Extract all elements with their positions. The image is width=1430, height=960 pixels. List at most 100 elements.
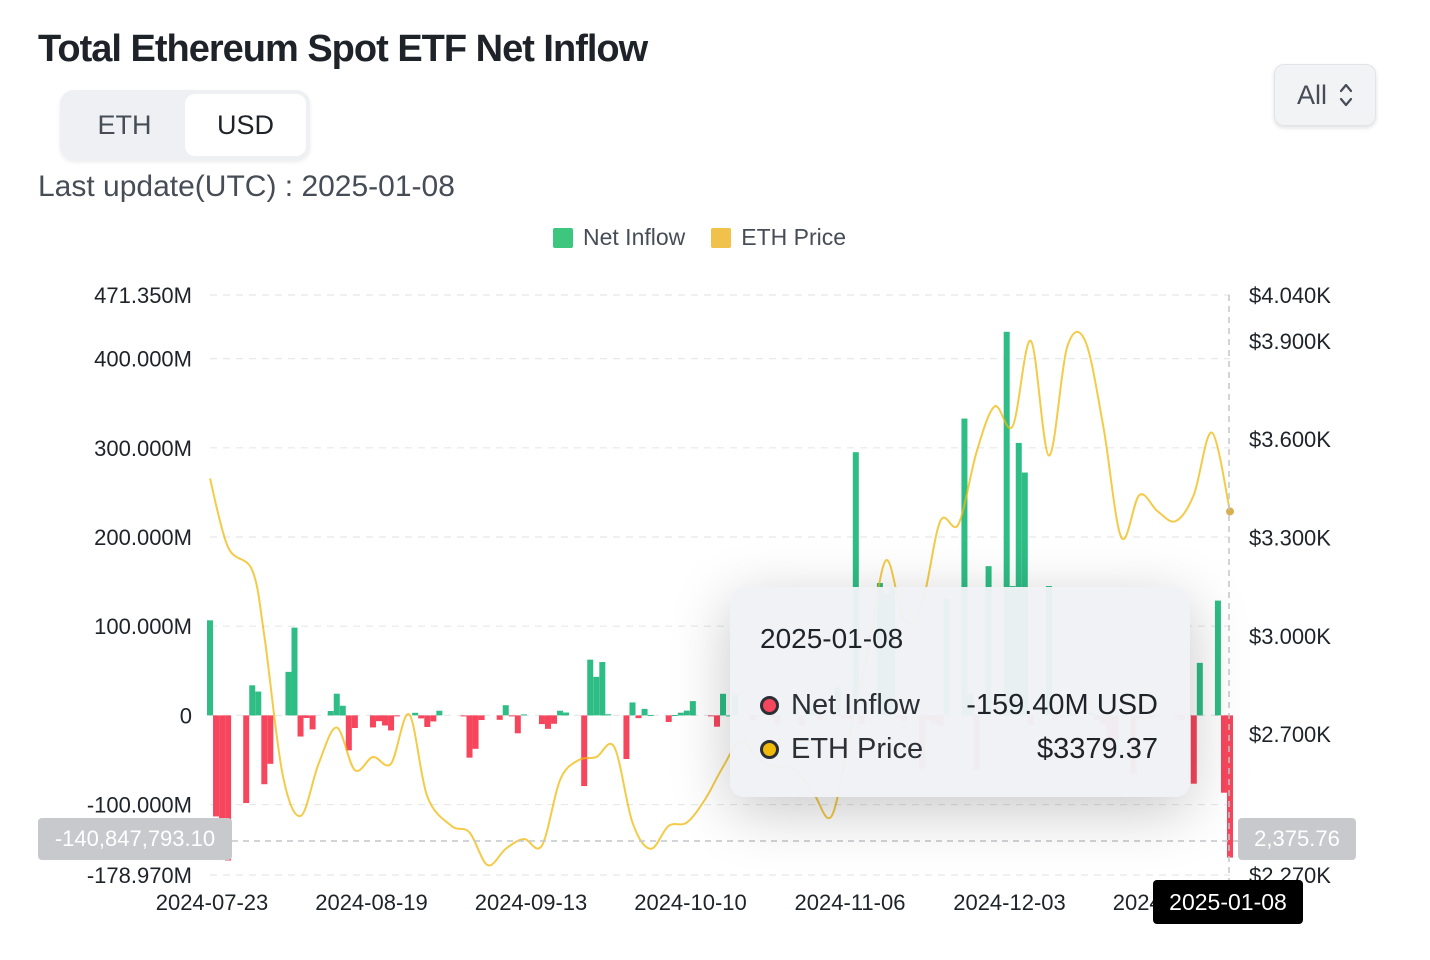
inflow-bar — [430, 715, 437, 722]
inflow-bar — [587, 659, 594, 716]
x-axis-tick-label: 2024-07-23 — [156, 890, 269, 915]
inflow-bar — [460, 715, 467, 717]
unit-option-usd[interactable]: USD — [185, 94, 306, 156]
inflow-bar — [683, 710, 690, 716]
legend-swatch-net-inflow — [553, 227, 573, 248]
inflow-bar — [243, 715, 250, 804]
inflow-bar — [369, 715, 376, 728]
left-axis-tick-label: 300.000M — [94, 436, 192, 461]
left-axis-tick-label: 0 — [180, 703, 192, 728]
left-axis-tick-label: 100.000M — [94, 614, 192, 639]
right-axis-tick-label: $3.000K — [1249, 624, 1331, 649]
inflow-bar — [1003, 331, 1010, 716]
left-axis-tick-label: 200.000M — [94, 525, 192, 550]
inflow-bar — [339, 705, 346, 716]
x-axis-tick-label: 2024-12-03 — [953, 890, 1066, 915]
inflow-bar — [520, 714, 527, 716]
unit-toggle: ETH USD — [60, 90, 310, 160]
inflow-bar — [255, 691, 262, 716]
inflow-bar — [418, 715, 425, 719]
axes: 471.350M 400.000M 300.000M 200.000M 100.000M… — [87, 283, 1331, 915]
inflow-bar — [557, 710, 564, 716]
inflow-bar — [551, 715, 558, 724]
inflow-bar — [424, 715, 431, 727]
grid-lines — [210, 294, 1230, 876]
inflow-bar — [394, 715, 401, 717]
left-axis-tick-label: -100.000M — [87, 793, 192, 818]
inflow-bar — [629, 702, 636, 716]
inflow-bar — [641, 708, 648, 716]
crosshair-y-right-label: 2,375.76 — [1238, 818, 1356, 860]
inflow-bar — [1196, 662, 1203, 716]
tooltip-label-net-inflow: Net Inflow — [791, 688, 920, 721]
inflow-bar — [563, 712, 570, 716]
inflow-bar — [333, 693, 340, 716]
inflow-bar — [726, 715, 733, 717]
inflow-bar — [852, 452, 859, 716]
chart-legend: Net Inflow ETH Price — [553, 224, 846, 251]
inflow-bar — [1190, 715, 1197, 784]
tooltip-row-net-inflow: Net Inflow -159.40M USD — [760, 683, 1158, 727]
inflow-bar — [961, 418, 968, 716]
inflow-bar — [297, 715, 304, 737]
inflow-bar — [720, 693, 727, 716]
legend-item-net-inflow[interactable]: Net Inflow — [553, 224, 685, 251]
left-axis-tick-label: -178.970M — [87, 863, 192, 888]
inflow-bar — [538, 715, 545, 725]
left-axis-tick-label: 400.000M — [94, 347, 192, 372]
inflow-bar — [671, 715, 678, 717]
inflow-bar — [225, 715, 232, 861]
inflow-bar — [291, 627, 298, 716]
tooltip-dot-eth-price — [760, 739, 779, 759]
inflow-bar — [544, 715, 551, 729]
inflow-bar — [496, 715, 503, 720]
inflow-bar — [713, 715, 720, 727]
right-axis-tick-label: $2.700K — [1249, 722, 1331, 747]
inflow-bar — [309, 715, 316, 730]
tooltip-row-eth-price: ETH Price $3379.37 — [760, 727, 1158, 771]
inflow-bar — [593, 676, 600, 716]
inflow-bar — [267, 715, 274, 764]
legend-item-eth-price[interactable]: ETH Price — [711, 224, 846, 251]
x-axis-tick-label: 2024-11-06 — [795, 890, 906, 915]
inflow-bar — [327, 711, 334, 716]
eth-price-endpoint — [1226, 507, 1234, 516]
x-axis-tick-label: 2024-08-19 — [315, 890, 428, 915]
range-select[interactable]: All — [1274, 64, 1376, 126]
chart-tooltip: 2025-01-08 Net Inflow -159.40M USD ETH P… — [730, 587, 1190, 797]
inflow-bar — [382, 715, 389, 726]
inflow-bar — [635, 715, 642, 719]
chevron-updown-icon — [1339, 83, 1353, 107]
inflow-bar — [436, 710, 443, 716]
inflow-bar — [502, 705, 509, 716]
left-axis-tick-label: 471.350M — [94, 283, 192, 308]
inflow-bar — [261, 715, 268, 785]
inflow-bar — [605, 714, 612, 716]
inflow-bar — [689, 701, 696, 716]
inflow-bar — [303, 715, 310, 718]
inflow-bar — [472, 715, 479, 749]
x-axis-tick-label: 2024-09-13 — [475, 890, 588, 915]
tooltip-date: 2025-01-08 — [760, 623, 904, 654]
inflow-bar — [665, 715, 672, 722]
tooltip-label-eth-price: ETH Price — [791, 732, 924, 765]
legend-label-eth-price: ETH Price — [741, 224, 847, 250]
range-select-value: All — [1296, 79, 1327, 110]
inflow-bar — [599, 662, 606, 716]
inflow-bar — [249, 685, 256, 716]
inflow-bar — [623, 715, 630, 759]
inflow-bar — [412, 712, 419, 716]
inflow-bar — [514, 715, 521, 734]
unit-option-eth[interactable]: ETH — [97, 109, 152, 140]
inflow-bar — [207, 620, 213, 716]
inflow-bar — [388, 715, 395, 731]
inflow-bar — [351, 715, 358, 729]
inflow-bar — [677, 712, 684, 716]
tooltip-value-net-inflow: -159.40M USD — [966, 688, 1158, 721]
crosshair-y-left-label: -140,847,793.10 — [38, 818, 232, 860]
inflow-bar — [219, 715, 226, 835]
inflow-bar — [1227, 715, 1233, 858]
right-axis-tick-label: $3.900K — [1249, 329, 1331, 354]
inflow-bar — [1220, 715, 1227, 793]
